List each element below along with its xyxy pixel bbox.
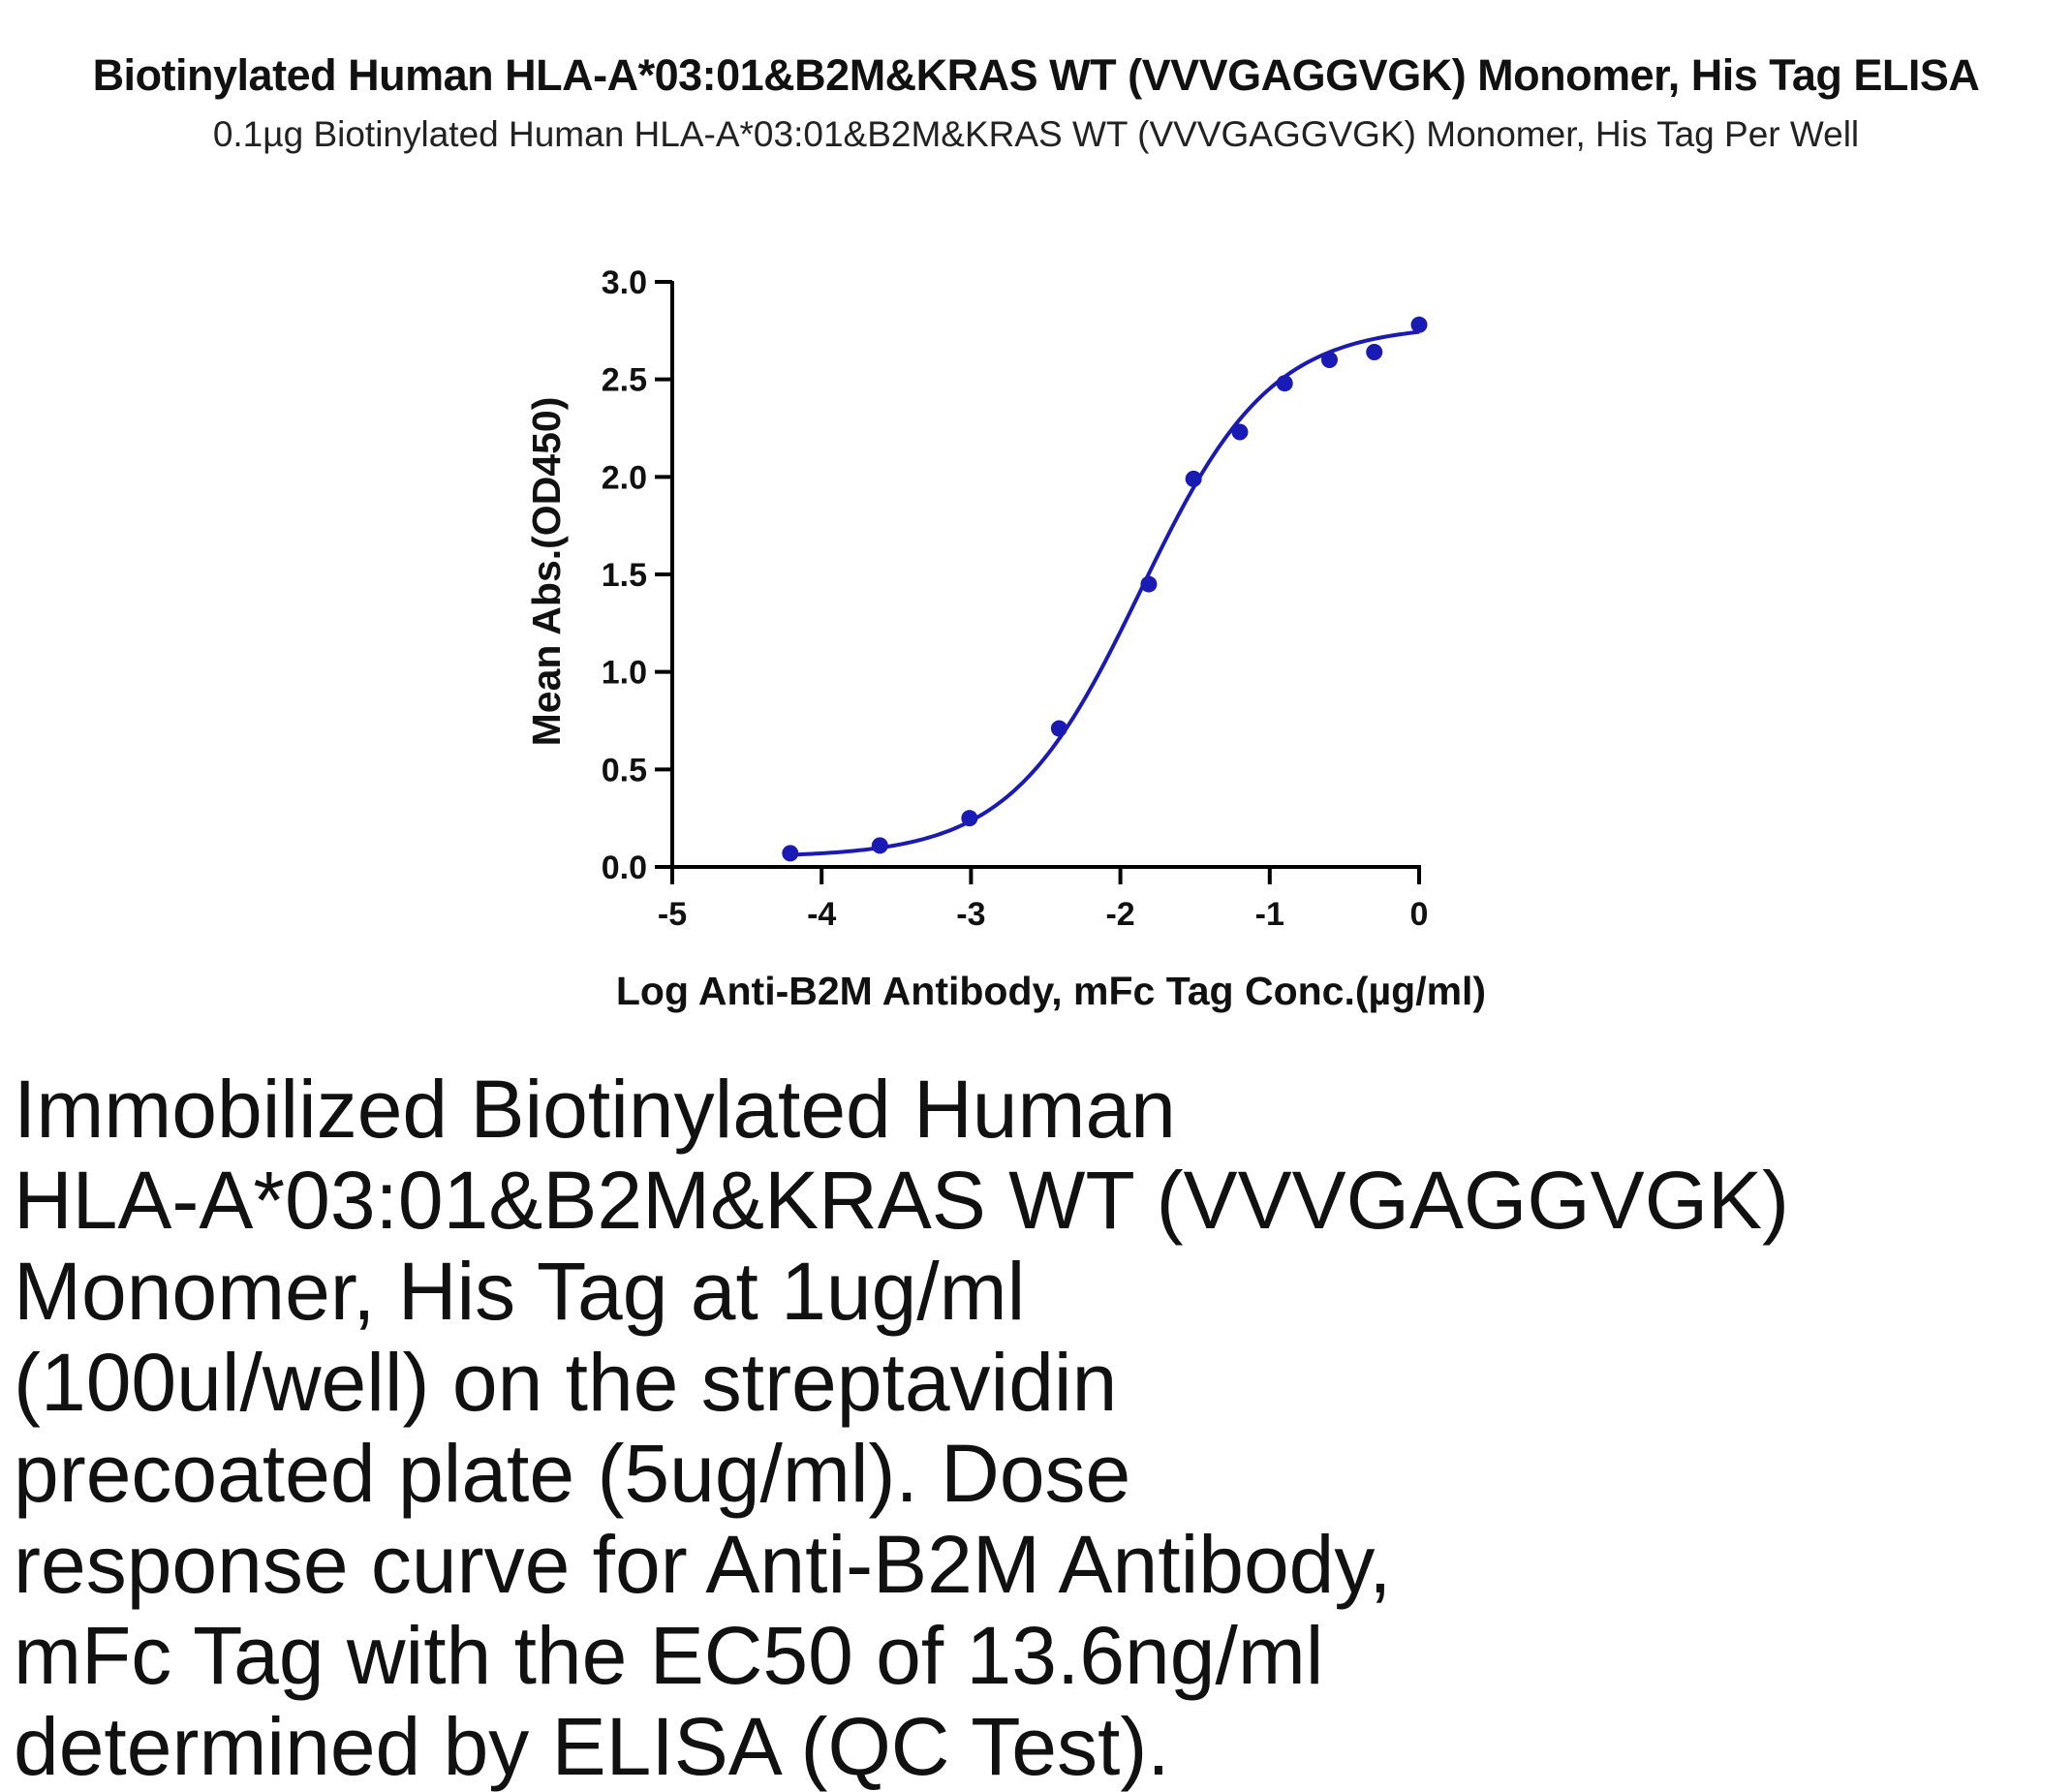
data-point — [1276, 375, 1293, 392]
y-axis-title: Mean Abs.(OD450) — [524, 397, 569, 747]
y-tick-label: 2.5 — [602, 362, 647, 399]
y-tick-label: 0.0 — [602, 850, 647, 886]
caption-line: (100ul/well) on the streptavidin — [14, 1337, 1118, 1428]
caption-line: determined by ELISA (QC Test). — [14, 1701, 1170, 1792]
x-tick-label: -1 — [1255, 896, 1284, 933]
x-axis-title: Log Anti-B2M Antibody, mFc Tag Conc.(µg/… — [616, 969, 1486, 1013]
data-point — [1140, 575, 1158, 593]
caption-line: Monomer, His Tag at 1ug/ml — [14, 1246, 1026, 1337]
data-point — [871, 837, 888, 854]
data-point — [961, 810, 978, 827]
caption-line: Immobilized Biotinylated Human — [14, 1064, 1176, 1155]
data-points-group — [782, 316, 1428, 862]
y-tick-label: 0.5 — [602, 752, 647, 788]
chart-subtitle: 0.1µg Biotinylated Human HLA-A*03:01&B2M… — [212, 114, 1860, 154]
y-tick-label: 1.0 — [602, 655, 647, 692]
caption-line: mFc Tag with the EC50 of 13.6ng/ml — [14, 1610, 1324, 1701]
fit-curve-group — [789, 329, 1420, 857]
y-tick-label: 3.0 — [602, 264, 647, 301]
fit-curve — [789, 329, 1420, 857]
x-tick-label: -3 — [956, 896, 985, 933]
x-tick-label: -2 — [1105, 896, 1134, 933]
chart-axes: 0.0 0.5 1.0 1.5 2.0 2.5 3.0 -5 -4 -3 -2 -1 0 — [602, 264, 1429, 933]
elisa-chart: 0.0 0.5 1.0 1.5 2.0 2.5 3.0 -5 -4 -3 -2 -1 0 Log Ant… — [524, 264, 1486, 1013]
chart-title: Biotinylated Human HLA-A*03:01&B2M&KRAS … — [92, 50, 1980, 100]
description-caption: Immobilized Biotinylated Human HLA-A*03:0… — [14, 1064, 1815, 1792]
caption-line: HLA-A*03:01&B2M&KRAS WT (VVVGAGGVGK) — [14, 1155, 1790, 1246]
x-tick-label: 0 — [1410, 896, 1429, 933]
x-tick-label: -5 — [658, 896, 687, 933]
y-tick-label: 1.5 — [602, 557, 647, 594]
data-point — [1366, 343, 1383, 360]
caption-line: precoated plate (5ug/ml). Dose — [14, 1428, 1131, 1519]
data-point — [1185, 470, 1202, 487]
data-point — [1410, 316, 1428, 333]
data-point — [1320, 352, 1338, 369]
caption-line: response curve for Anti-B2M Antibody, — [14, 1519, 1392, 1610]
x-tick-label: -4 — [807, 896, 836, 933]
data-point — [1050, 720, 1067, 737]
y-tick-label: 2.0 — [602, 459, 647, 496]
data-point — [782, 845, 799, 862]
data-point — [1231, 423, 1249, 441]
